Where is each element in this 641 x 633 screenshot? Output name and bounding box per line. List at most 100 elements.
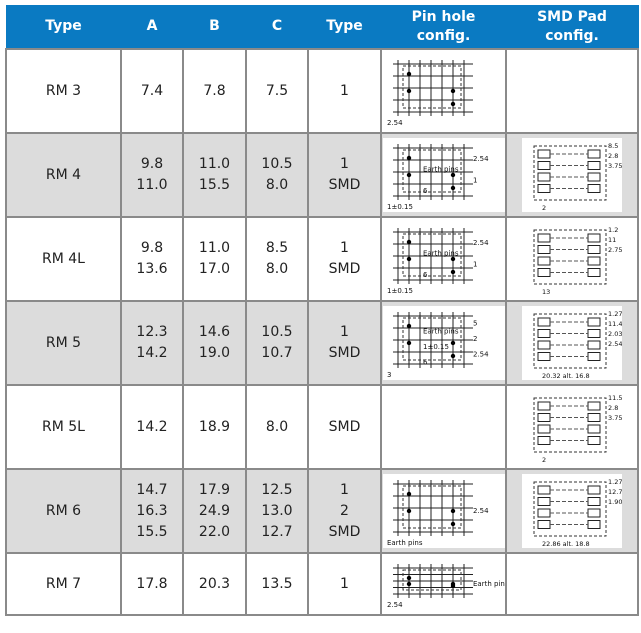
- cell-b: 17.9 24.9 22.0: [182, 468, 247, 554]
- table-row: RM 6 14.7 16.3 15.5 17.9 24.9 22.0 12.5 13.0 12.7…: [5, 468, 639, 554]
- header-type: Type: [5, 5, 122, 49]
- a-value: 9.8: [140, 240, 164, 256]
- header-mount-type: Type: [307, 5, 382, 49]
- cell-type: RM 5L: [5, 384, 122, 470]
- smd-pad-diagram: 1.2 11 2.75 13: [522, 222, 622, 296]
- diagram-label: 1.2: [608, 226, 618, 234]
- diagram-label: 2.75: [608, 246, 622, 254]
- c-value: 13.0: [261, 502, 293, 519]
- a-value: 14.2: [136, 418, 168, 435]
- b-value: 20.3: [198, 575, 231, 592]
- cell-pin-hole-config: [380, 384, 507, 470]
- cell-pin-hole-config: 3 5 Earth pins 2 1±0.15 2.54 6: [380, 300, 507, 386]
- smd-pad-diagram: 8.5 2.8 3.75 2: [522, 138, 622, 212]
- cell-b: 7.8: [182, 48, 247, 134]
- cell-c: 10.5 8.0: [245, 132, 309, 218]
- diagram-label: 2.8: [608, 152, 618, 160]
- header-smd-pad-config: SMD Pad config.: [505, 5, 639, 49]
- cell-pin-hole-config: 1±0.15 2.54 Earth pins 1 6: [380, 216, 507, 302]
- cell-mount: 1 SMD: [307, 300, 382, 386]
- table-row: RM 5L 14.2 18.9 8.0 SMD 11.5 2.8 3.75 2: [5, 384, 639, 470]
- cell-mount: 1 2 SMD: [307, 468, 382, 554]
- header-a: A: [120, 5, 184, 49]
- cell-c: 10.5 10.7: [245, 300, 309, 386]
- header-b: B: [182, 5, 247, 49]
- diagram-label: Earth pins: [387, 539, 423, 547]
- diagram-label: 2.03: [608, 330, 622, 338]
- c-value: 8.0: [265, 177, 289, 193]
- diagram-label: 13: [542, 288, 550, 296]
- a-value: 17.8: [136, 575, 168, 592]
- mount-value: SMD: [328, 345, 361, 361]
- b-value: 11.0: [198, 156, 231, 172]
- diagram-label: 1±0.15: [387, 287, 413, 295]
- diagram-label: 11.43: [608, 320, 622, 328]
- cell-c: 12.5 13.0 12.7: [245, 468, 309, 554]
- diagram-label: 3: [387, 371, 391, 379]
- cell-mount: 1 SMD: [307, 132, 382, 218]
- a-value: 9.8: [140, 156, 164, 172]
- type-value: RM 7: [45, 575, 82, 592]
- mount-value: 1: [340, 82, 349, 99]
- cell-smd-pad-config: 1.27 11.43 2.03 2.54 20.32 alt. 16.8: [505, 300, 639, 386]
- b-value: 17.0: [198, 261, 231, 277]
- diagram-label: Earth pins: [423, 250, 459, 258]
- diagram-label: 11.5: [608, 394, 622, 402]
- cell-mount: 1 SMD: [307, 216, 382, 302]
- cell-mount: 1: [307, 48, 382, 134]
- cell-pin-hole-config: 2.54 Earth pins: [380, 552, 507, 616]
- a-value: 13.6: [136, 261, 168, 277]
- mount-value: 2: [340, 502, 349, 519]
- c-value: 7.5: [265, 82, 289, 99]
- diagram-label: 2.54: [387, 601, 403, 609]
- table-header: Type A B C Type Pin hole config. SMD Pad config.: [5, 5, 639, 49]
- cell-b: 18.9: [182, 384, 247, 470]
- diagram-label: 11: [608, 236, 616, 244]
- cell-type: RM 4: [5, 132, 122, 218]
- b-value: 22.0: [198, 523, 231, 540]
- mount-value: SMD: [328, 523, 361, 540]
- cell-smd-pad-config: 11.5 2.8 3.75 2: [505, 384, 639, 470]
- diagram-label: 2.54: [473, 507, 489, 515]
- a-value: 15.5: [136, 523, 168, 540]
- a-value: 7.4: [140, 82, 164, 99]
- type-value: RM 4: [45, 166, 82, 183]
- diagram-label: 6: [423, 358, 428, 366]
- cell-c: 7.5: [245, 48, 309, 134]
- cell-smd-pad-config: 8.5 2.8 3.75 2: [505, 132, 639, 218]
- diagram-label: 2.54: [608, 340, 622, 348]
- c-value: 12.7: [261, 523, 293, 540]
- cell-mount: 1: [307, 552, 382, 616]
- c-value: 8.0: [265, 261, 289, 277]
- b-value: 14.6: [198, 324, 231, 340]
- cell-smd-pad-config: [505, 552, 639, 616]
- cell-type: RM 7: [5, 552, 122, 616]
- cell-pin-hole-config: 2.54: [380, 48, 507, 134]
- diagram-label: 2: [473, 335, 477, 343]
- cell-b: 14.6 19.0: [182, 300, 247, 386]
- diagram-label: Earth pins: [473, 580, 505, 588]
- diagram-label: 3.75: [608, 162, 622, 170]
- mount-value: 1: [340, 324, 349, 340]
- diagram-label: 1: [473, 260, 477, 268]
- c-value: 10.7: [261, 345, 293, 361]
- pin-hole-diagram: 2.54 Earth pins: [382, 558, 505, 610]
- cell-type: RM 4L: [5, 216, 122, 302]
- cell-b: 11.0 15.5: [182, 132, 247, 218]
- b-value: 18.9: [198, 418, 231, 435]
- a-value: 16.3: [136, 502, 168, 519]
- cell-b: 11.0 17.0: [182, 216, 247, 302]
- diagram-label: 1.27: [608, 478, 622, 486]
- a-value: 14.7: [136, 481, 168, 498]
- pin-hole-diagram: Earth pins 2.54: [382, 474, 505, 548]
- table-row: RM 3 7.4 7.8 7.5 1 2.54: [5, 48, 639, 134]
- mount-value: SMD: [328, 261, 361, 277]
- type-value: RM 5: [45, 334, 82, 351]
- b-value: 11.0: [198, 240, 231, 256]
- diagram-label: 20.32 alt. 16.8: [542, 372, 590, 380]
- diagram-label: 2.54: [473, 351, 489, 359]
- cell-mount: SMD: [307, 384, 382, 470]
- mount-value: 1: [340, 481, 349, 498]
- diagram-label: 2: [542, 456, 546, 464]
- b-value: 7.8: [203, 82, 226, 99]
